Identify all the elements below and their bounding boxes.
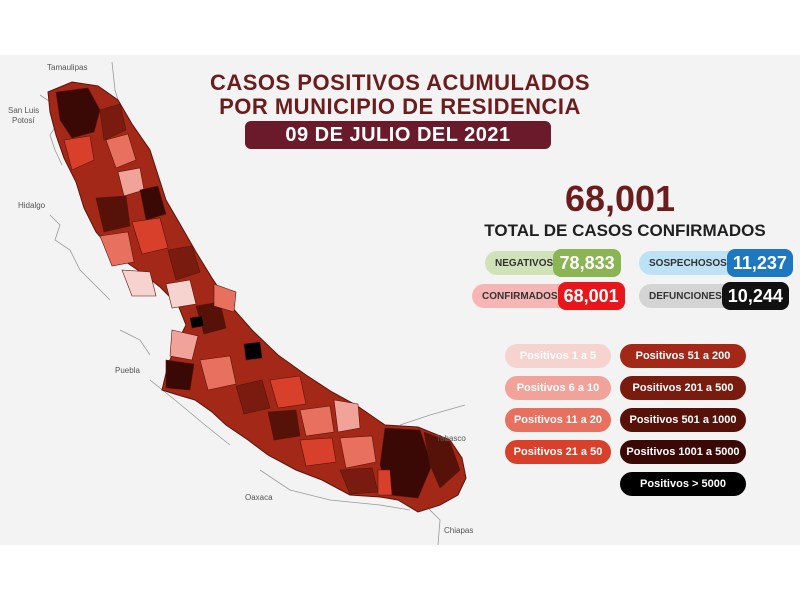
legend-item-over-5000: Positivos > 5000 bbox=[620, 472, 746, 496]
legend-item-201-500: Positivos 201 a 500 bbox=[620, 376, 746, 400]
sospechosos-label: SOSPECHOSOS bbox=[649, 257, 727, 269]
label-tamaulipas: Tamaulipas bbox=[47, 63, 87, 72]
total-cases-number: 68,001 bbox=[564, 178, 676, 219]
legend-item-6-10: Positivos 6 a 10 bbox=[505, 376, 611, 400]
legend-item-21-50: Positivos 21 a 50 bbox=[505, 440, 611, 464]
defunciones-stat: DEFUNCIONES 10,244 bbox=[639, 282, 789, 310]
negativos-label: NEGATIVOS bbox=[495, 257, 554, 269]
defunciones-label: DEFUNCIONES bbox=[649, 290, 722, 302]
title-line1: CASOS POSITIVOS ACUMULADOS bbox=[209, 70, 591, 95]
label-oaxaca: Oaxaca bbox=[245, 493, 273, 502]
sospechosos-value: 11,237 bbox=[726, 249, 793, 277]
title-line2: POR MUNICIPIO DE RESIDENCIA bbox=[219, 94, 581, 119]
municipality-shading bbox=[55, 87, 461, 499]
legend-item-1-5: Positivos 1 a 5 bbox=[505, 344, 611, 368]
legend-item-1001-5000: Positivos 1001 a 5000 bbox=[620, 440, 746, 464]
legend-item-51-200: Positivos 51 a 200 bbox=[620, 344, 746, 368]
negativos-stat: NEGATIVOS 78,833 bbox=[485, 249, 621, 277]
confirmados-label: CONFIRMADOS bbox=[482, 290, 558, 302]
legend-item-501-1000: Positivos 501 a 1000 bbox=[620, 408, 746, 432]
negativos-value: 78,833 bbox=[553, 249, 621, 277]
confirmados-value: 68,001 bbox=[557, 282, 625, 310]
label-hidalgo: Hidalgo bbox=[18, 201, 46, 210]
label-chiapas: Chiapas bbox=[444, 526, 473, 535]
date-banner: 09 DE JULIO DEL 2021 bbox=[245, 121, 551, 149]
total-cases-label: TOTAL DE CASOS CONFIRMADOS bbox=[484, 221, 766, 240]
sospechosos-stat: SOSPECHOSOS 11,237 bbox=[639, 249, 793, 277]
label-puebla: Puebla bbox=[115, 366, 140, 375]
veracruz-map: Tamaulipas San Luis Potosí Hidalgo Puebl… bbox=[8, 61, 473, 545]
label-slp-line1: San Luis bbox=[8, 106, 39, 115]
legend-item-11-20: Positivos 11 a 20 bbox=[505, 408, 611, 432]
confirmados-stat: CONFIRMADOS 68,001 bbox=[472, 282, 625, 310]
label-tabasco: Tabasco bbox=[436, 434, 466, 443]
defunciones-value: 10,244 bbox=[721, 282, 789, 310]
label-slp-line2: Potosí bbox=[12, 116, 35, 125]
